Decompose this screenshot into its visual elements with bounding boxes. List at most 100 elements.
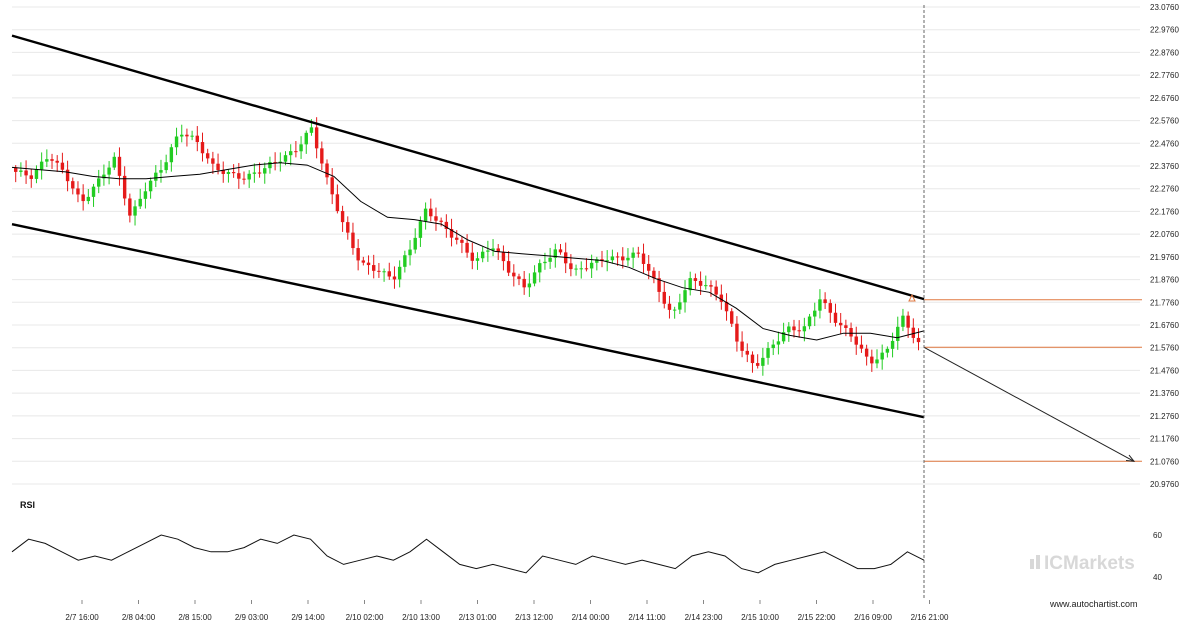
- candle-body: [211, 158, 215, 164]
- x-tick-label: 2/8 04:00: [122, 613, 156, 622]
- candle: [19, 162, 23, 177]
- candle-body: [309, 127, 314, 133]
- candle: [522, 270, 526, 295]
- y-tick-label: 21.3760: [1150, 389, 1179, 398]
- candle-body: [667, 303, 672, 310]
- candle: [693, 273, 698, 290]
- y-tick-label: 22.7760: [1150, 71, 1179, 80]
- candle: [387, 262, 391, 280]
- candle: [299, 136, 303, 159]
- candle: [263, 162, 267, 184]
- candle: [776, 331, 781, 355]
- candle: [320, 141, 324, 171]
- candle-body: [486, 250, 490, 252]
- candle-body: [112, 156, 116, 168]
- candle: [377, 262, 381, 278]
- candle-body: [231, 172, 236, 174]
- candle-body: [418, 221, 423, 238]
- candle: [750, 351, 755, 373]
- candle: [486, 240, 490, 262]
- candle: [709, 280, 713, 297]
- candle: [704, 275, 708, 290]
- candle: [268, 156, 272, 174]
- rsi-tick-label: 40: [1153, 573, 1162, 582]
- candle-body: [553, 249, 558, 258]
- candle-body: [200, 142, 205, 154]
- candle: [730, 308, 734, 327]
- candles: [14, 117, 921, 376]
- candle: [45, 149, 49, 168]
- candle: [138, 188, 142, 210]
- candle-body: [781, 332, 786, 342]
- candle-body: [159, 170, 163, 173]
- candle-body: [792, 326, 796, 331]
- candle: [392, 266, 397, 289]
- candle: [662, 281, 666, 309]
- candle: [34, 165, 39, 184]
- candle-body: [838, 322, 843, 326]
- candle-body: [304, 132, 308, 145]
- candle-body: [242, 178, 246, 180]
- candle: [652, 267, 656, 284]
- candle: [813, 302, 817, 327]
- candle-body: [180, 134, 184, 137]
- candle-body: [65, 169, 70, 182]
- candle-body: [382, 271, 386, 273]
- candle-body: [465, 242, 469, 253]
- candle-body: [221, 169, 225, 174]
- candle-body: [745, 350, 749, 355]
- candle: [195, 126, 199, 152]
- candle-body: [174, 136, 179, 148]
- candle-body: [672, 309, 677, 311]
- candle: [434, 207, 438, 231]
- candle-body: [548, 257, 552, 262]
- y-tick-label: 21.2760: [1150, 412, 1179, 421]
- candle: [605, 250, 609, 272]
- candle: [107, 161, 111, 185]
- candle: [257, 162, 262, 178]
- candle-body: [470, 252, 474, 261]
- candle: [672, 306, 677, 319]
- brand-logo: ICMarkets: [1030, 553, 1135, 574]
- candle-body: [740, 341, 744, 351]
- candle-body: [148, 180, 153, 192]
- candle: [91, 183, 96, 207]
- candle-body: [688, 278, 692, 291]
- candle: [252, 163, 257, 183]
- candle: [185, 128, 189, 147]
- candle-body: [517, 276, 521, 279]
- candle-body: [709, 285, 713, 287]
- candle-body: [392, 276, 397, 280]
- candle: [724, 293, 729, 321]
- candle-body: [97, 178, 101, 187]
- channel-upper-line: [11, 34, 925, 301]
- candle-body: [76, 188, 80, 195]
- candle-body: [257, 172, 262, 174]
- candle-body: [154, 172, 158, 181]
- candle-body: [641, 253, 646, 264]
- candle: [491, 239, 495, 257]
- candle-body: [854, 336, 858, 345]
- candle-body: [896, 326, 900, 341]
- candle: [574, 264, 578, 276]
- candle-body: [496, 248, 500, 253]
- candle: [667, 295, 672, 319]
- candle-body: [314, 127, 319, 149]
- candle: [335, 184, 340, 214]
- candle: [480, 246, 485, 263]
- candle-body: [169, 147, 174, 163]
- site-url: www.autochartist.com: [1049, 599, 1138, 609]
- candle: [429, 198, 433, 222]
- candle-body: [491, 248, 495, 251]
- candle: [475, 252, 480, 270]
- candle-body: [164, 162, 168, 171]
- candle: [288, 144, 293, 166]
- x-tick-label: 2/14 00:00: [572, 613, 610, 622]
- candle-body: [50, 159, 54, 161]
- candle: [823, 292, 827, 310]
- candle: [117, 147, 122, 186]
- candle-body: [501, 252, 506, 262]
- brand-bar-icon: [1036, 555, 1040, 569]
- candle-body: [387, 271, 391, 277]
- candle-body: [626, 257, 630, 261]
